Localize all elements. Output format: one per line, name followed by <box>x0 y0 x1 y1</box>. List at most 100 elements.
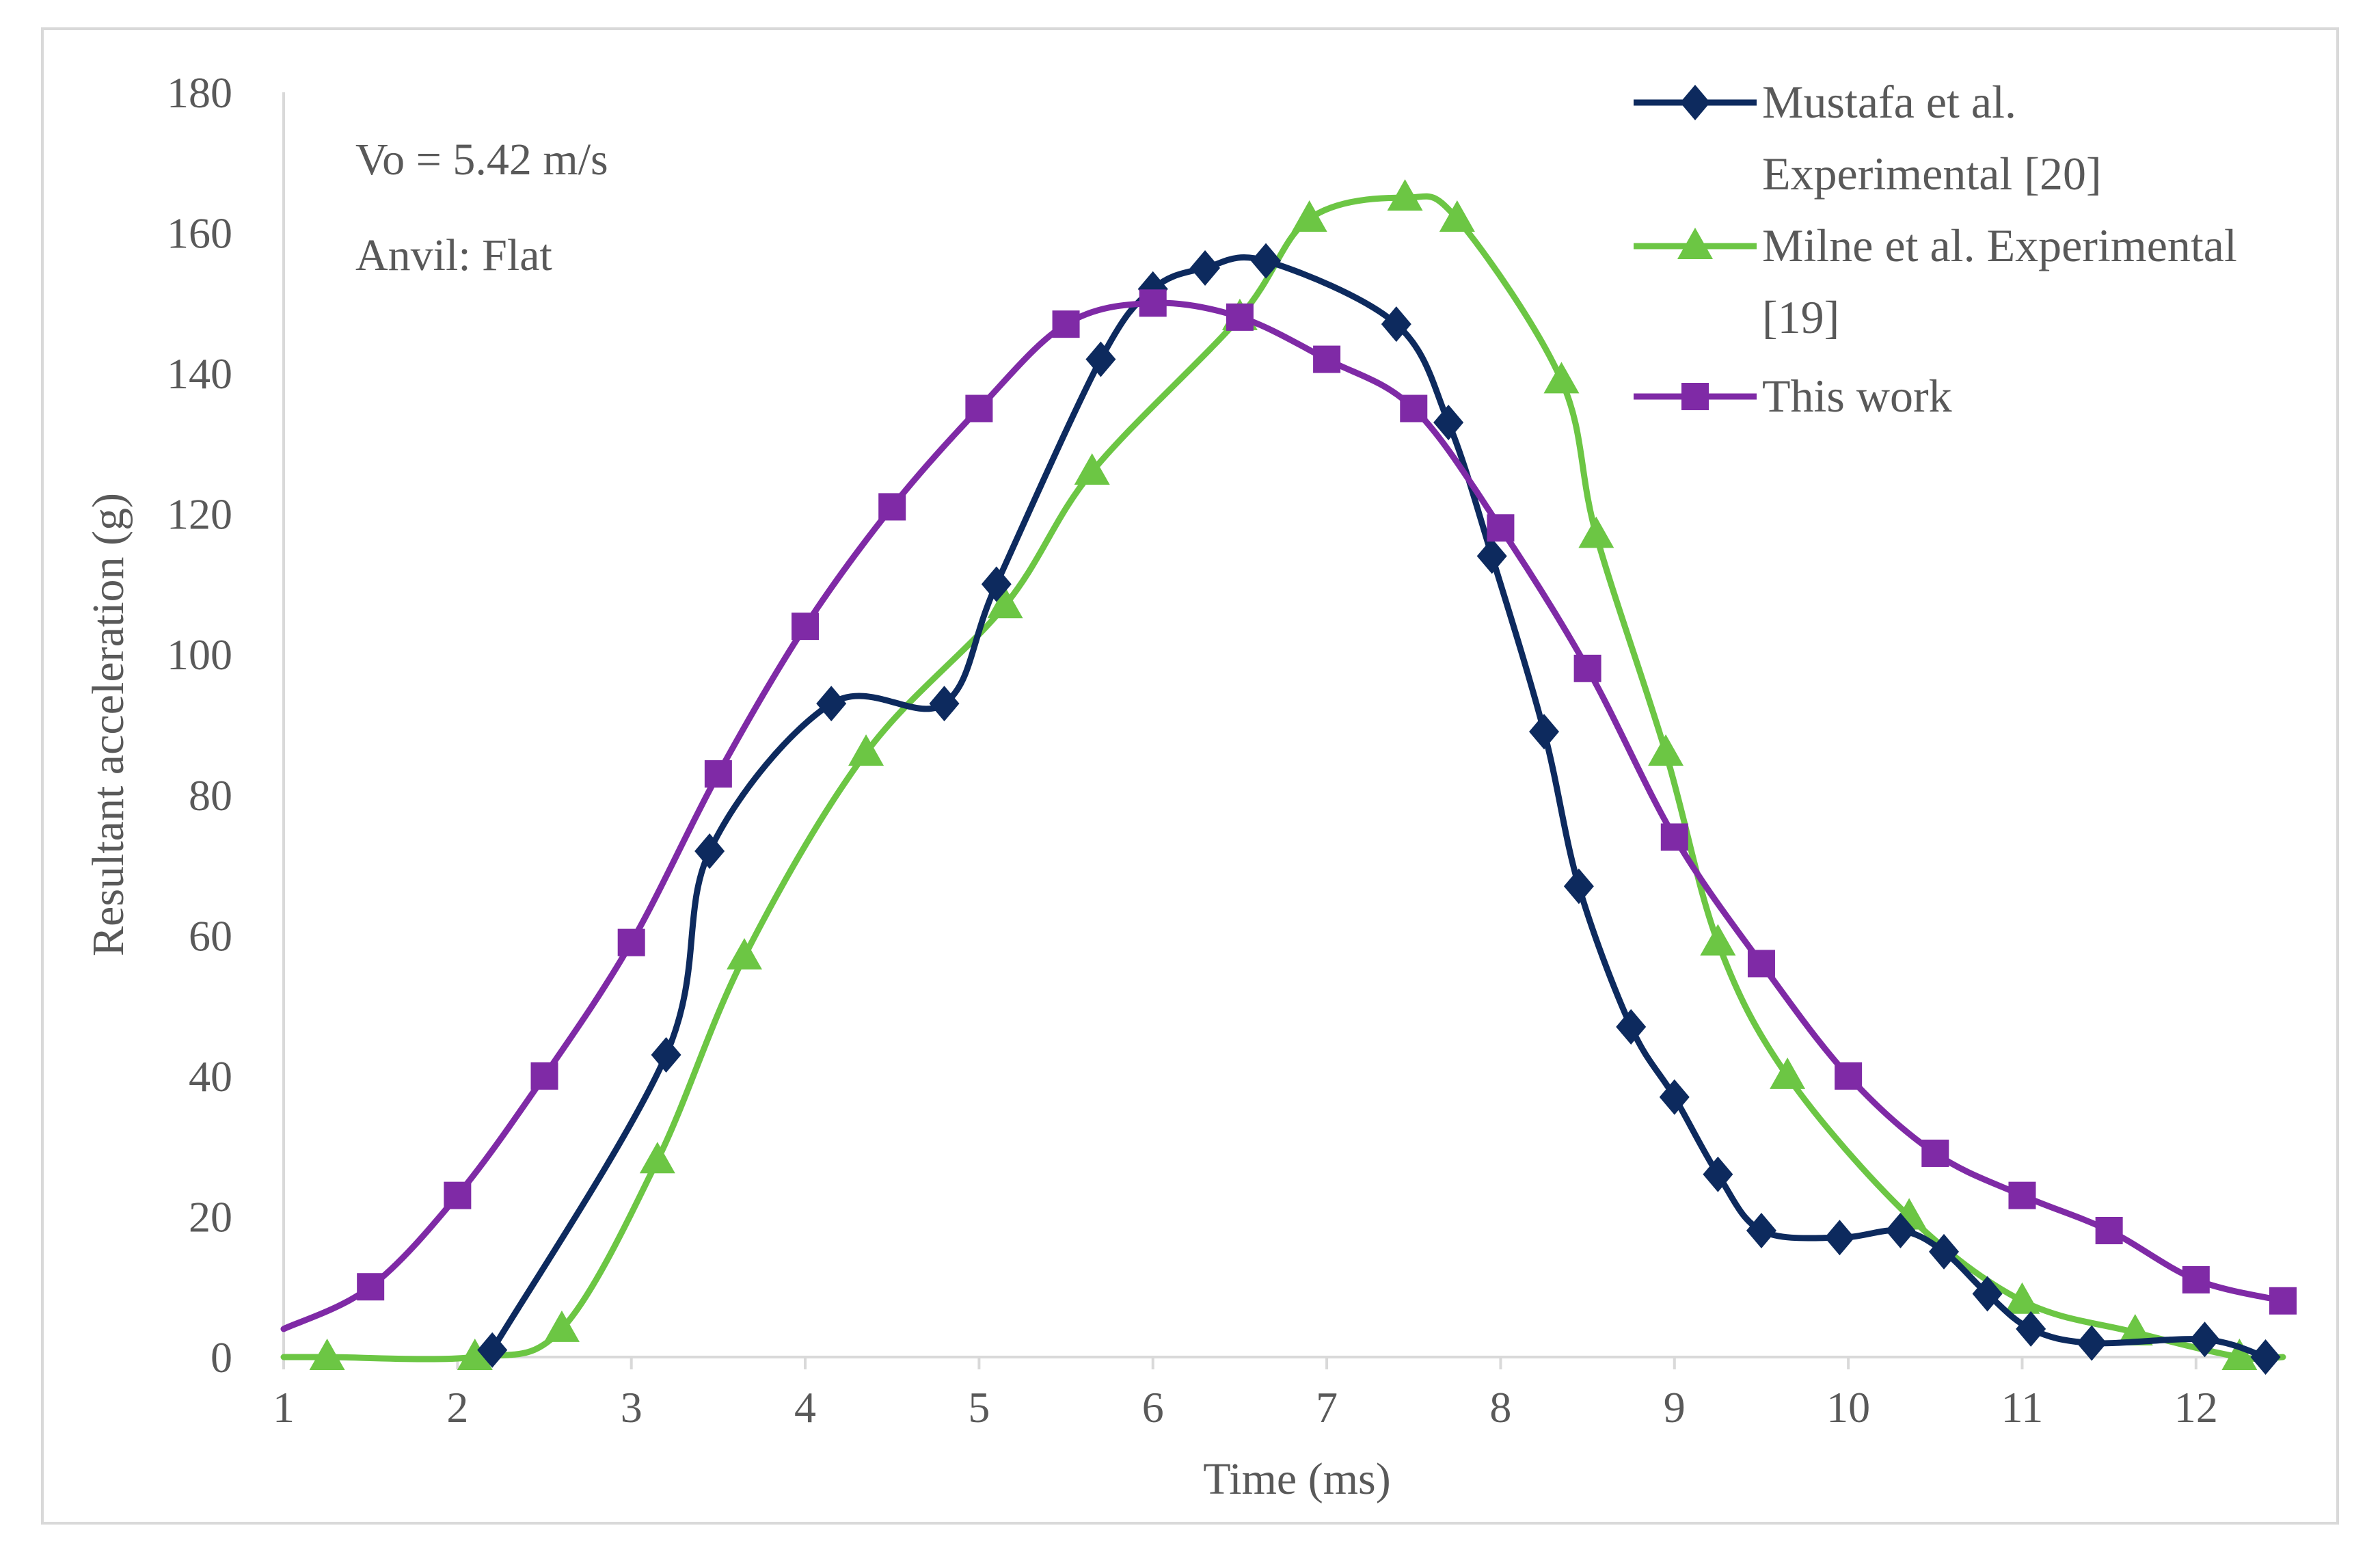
legend-label: Mustafa et al. <box>1762 76 2016 128</box>
annotations: Vo = 5.42 m/s Anvil: Flat <box>355 135 608 280</box>
data-point-triangle <box>1700 924 1736 956</box>
axes: 1 2 3 4 5 6 7 8 9 10 11 12020406080100120140160180T… <box>83 68 2283 1504</box>
data-point-diamond <box>1824 1220 1855 1256</box>
data-point-diamond <box>1476 538 1507 574</box>
series-layer <box>280 179 2297 1375</box>
series-diamond <box>477 243 2281 1375</box>
legend-item: Mustafa et al. Experimental [20] <box>1634 76 2102 200</box>
data-point-square <box>444 1181 472 1209</box>
legend-marker-triangle <box>1677 228 1713 259</box>
data-point-diamond <box>1885 1213 1916 1248</box>
y-tick-label: 180 <box>167 68 232 117</box>
data-point-diamond <box>1529 714 1560 750</box>
data-point-diamond <box>2077 1325 2107 1361</box>
data-point-square <box>617 928 645 956</box>
data-point-triangle <box>543 1310 580 1342</box>
legend-marker-square <box>1681 383 1709 410</box>
data-point-diamond <box>1563 868 1594 904</box>
x-tick-label: 7 <box>1316 1383 1338 1432</box>
data-point-square <box>2008 1181 2036 1209</box>
data-point-diamond <box>694 833 725 869</box>
data-point-triangle <box>1387 179 1423 211</box>
data-point-triangle <box>848 734 884 766</box>
data-point-triangle <box>639 1142 675 1174</box>
data-point-diamond <box>1251 243 1282 279</box>
data-point-diamond <box>2189 1322 2220 1358</box>
data-point-square <box>1400 394 1428 422</box>
x-tick-label: 3 <box>621 1383 643 1432</box>
legend-label: [19] <box>1762 291 1839 343</box>
x-tick-label: 11 <box>2001 1383 2044 1432</box>
x-tick-label: 12 <box>2174 1383 2218 1432</box>
data-point-diamond <box>816 686 847 722</box>
y-tick-label: 120 <box>167 490 232 539</box>
data-point-triangle <box>1578 516 1614 548</box>
data-point-square <box>1747 950 1775 978</box>
data-point-triangle <box>1074 453 1110 485</box>
y-tick-label: 160 <box>167 209 232 258</box>
data-point-diamond <box>1433 405 1464 441</box>
y-tick-label: 60 <box>189 911 232 960</box>
legend-marker-diamond <box>1680 85 1710 120</box>
data-point-diamond <box>2250 1339 2281 1375</box>
x-tick-label: 4 <box>794 1383 816 1432</box>
data-point-triangle <box>1770 1057 1806 1089</box>
x-axis-title: Time (ms) <box>1203 1454 1390 1504</box>
y-tick-label: 100 <box>167 630 232 679</box>
annotation-anvil: Anvil: Flat <box>355 230 552 280</box>
x-tick-label: 8 <box>1489 1383 1511 1432</box>
y-tick-label: 80 <box>189 771 232 820</box>
x-tick-label: 9 <box>1664 1383 1686 1432</box>
series-triangle <box>280 179 2286 1370</box>
data-point-triangle <box>2221 1339 2258 1370</box>
x-tick-label: 5 <box>968 1383 990 1432</box>
data-point-diamond <box>1972 1276 2003 1312</box>
data-point-square <box>1835 1062 1863 1090</box>
data-point-square <box>2095 1217 2123 1244</box>
y-tick-label: 20 <box>189 1192 232 1241</box>
x-tick-label: 1 <box>273 1383 295 1432</box>
data-point-diamond <box>651 1037 681 1073</box>
chart-frame <box>41 27 2339 1525</box>
data-point-square <box>357 1273 385 1301</box>
data-point-square <box>965 394 993 422</box>
data-point-triangle <box>457 1339 493 1370</box>
data-point-diamond <box>1929 1233 1960 1270</box>
data-point-triangle <box>309 1339 345 1370</box>
data-point-diamond <box>1190 250 1221 286</box>
data-point-triangle <box>2004 1282 2040 1314</box>
data-point-diamond <box>1746 1213 1776 1248</box>
data-point-triangle <box>1648 734 1684 766</box>
data-point-diamond <box>1085 341 1116 377</box>
data-point-square <box>1487 514 1515 542</box>
data-point-square <box>1052 310 1080 338</box>
legend-item: This work <box>1634 370 1952 422</box>
series-line <box>280 193 2286 1363</box>
data-point-diamond <box>929 686 960 722</box>
annotation-velocity: Vo = 5.42 m/s <box>355 135 608 185</box>
data-point-square <box>1660 823 1688 851</box>
x-tick-label: 10 <box>1826 1383 1870 1432</box>
legend-label: This work <box>1762 370 1952 422</box>
data-point-diamond <box>2016 1311 2046 1347</box>
legend-label: Experimental [20] <box>1762 148 2102 200</box>
data-point-square <box>792 613 820 641</box>
data-point-triangle <box>987 587 1023 619</box>
legend: Mustafa et al. Experimental [20] Milne et … <box>1634 76 2237 422</box>
series-line <box>489 254 2269 1360</box>
data-point-square <box>878 493 906 521</box>
data-point-triangle <box>1543 362 1580 394</box>
legend-label: Milne et al. Experimental <box>1762 219 2237 271</box>
data-point-triangle <box>727 938 763 970</box>
series-line <box>280 299 2286 1332</box>
y-tick-label: 40 <box>189 1052 232 1101</box>
data-point-diamond <box>1381 306 1411 343</box>
x-tick-label: 6 <box>1142 1383 1164 1432</box>
data-point-square <box>2269 1287 2297 1315</box>
data-point-square <box>530 1062 558 1090</box>
series-square <box>280 289 2297 1332</box>
data-point-square <box>1139 289 1167 317</box>
x-tick-label: 2 <box>446 1383 468 1432</box>
data-point-square <box>1573 654 1601 682</box>
